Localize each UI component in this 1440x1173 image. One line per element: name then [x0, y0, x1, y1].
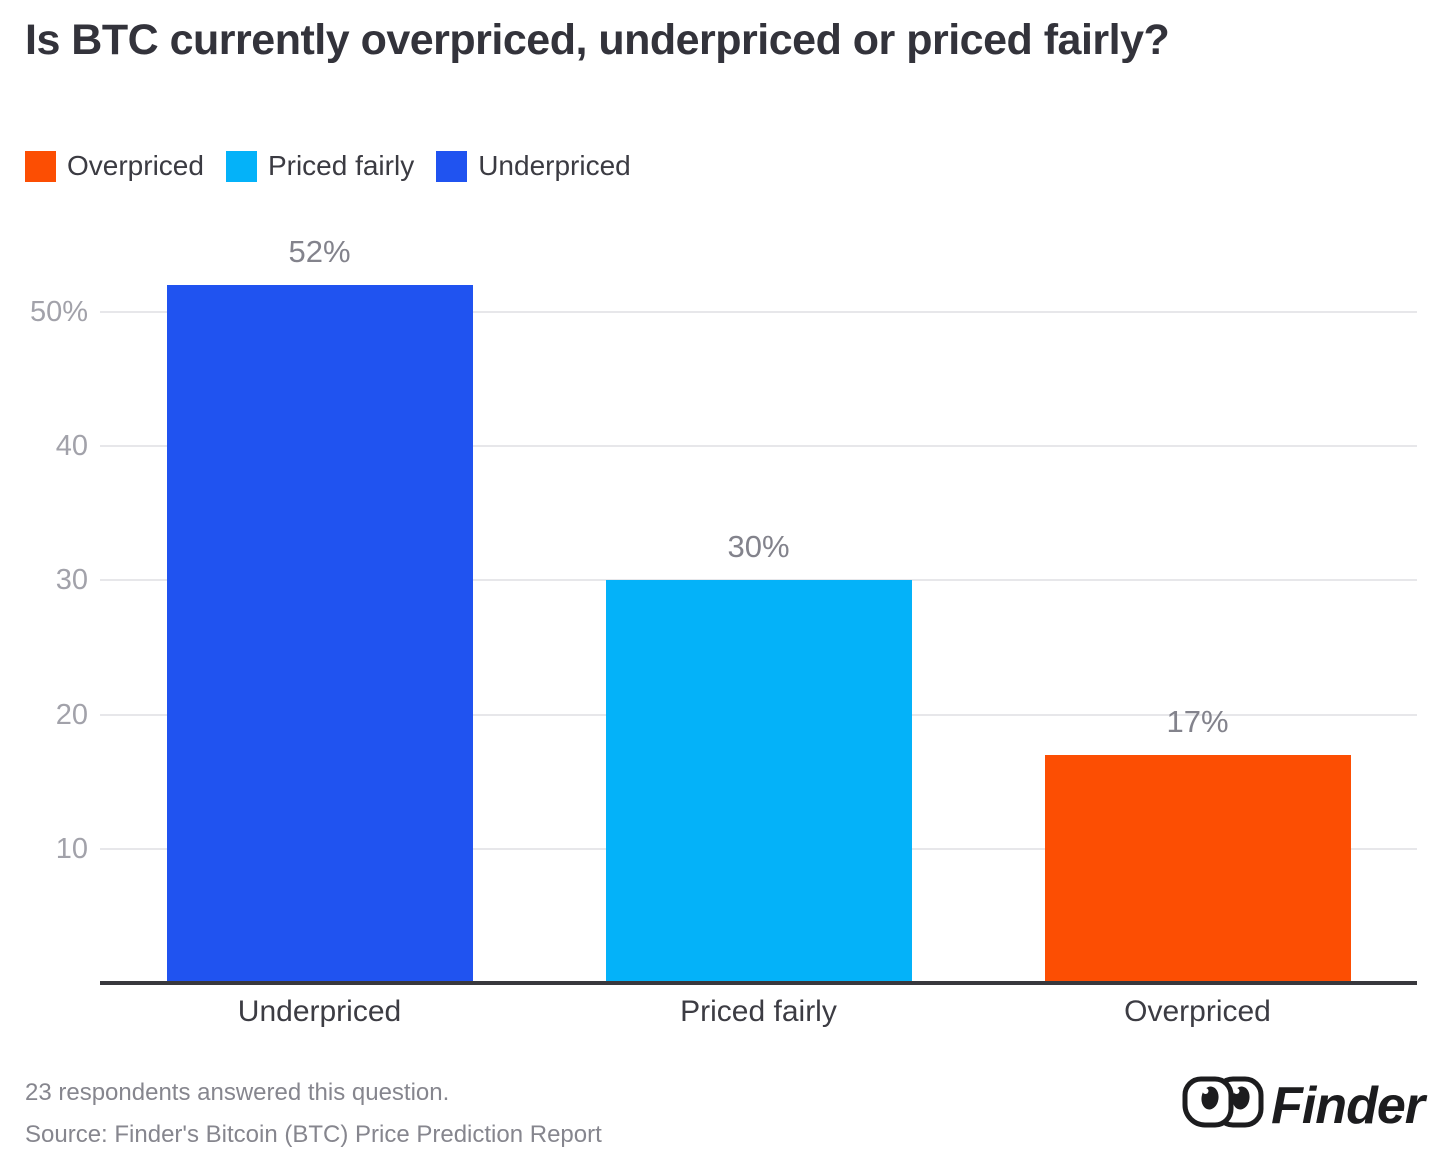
- finder-wordmark: Finder: [1271, 1076, 1425, 1135]
- legend-label: Priced fairly: [267, 150, 415, 181]
- y-tick-label-50: 50%: [29, 296, 88, 328]
- gridline-50: [100, 311, 1417, 313]
- y-tick-label-40: 40: [55, 430, 88, 463]
- legend-label: Underpriced: [478, 150, 631, 181]
- legend-swatch: [225, 150, 257, 182]
- finder-logo: Finder: [1181, 1074, 1425, 1137]
- legend-swatch: [436, 150, 468, 182]
- legend-label: Overpriced: [67, 150, 204, 181]
- x-axis-line: [100, 981, 1417, 985]
- x-tick-label-underpriced: Underpriced: [237, 995, 402, 1028]
- bar-underpriced: [166, 285, 473, 981]
- gridline-40: [100, 445, 1417, 448]
- legend-item-priced-fairly: Priced fairly: [225, 150, 415, 182]
- value-label-underpriced: 52%: [288, 234, 351, 270]
- legend-item-overpriced: Overpriced: [25, 150, 204, 182]
- legend: Overpriced Priced fairly Underpriced: [25, 150, 631, 182]
- chart-title: Is BTC currently overpriced, underpriced…: [25, 16, 1170, 64]
- bar-priced-fairly: [605, 580, 912, 981]
- x-tick-label-overpriced: Overpriced: [1124, 995, 1271, 1028]
- y-tick-label-30: 30: [55, 564, 88, 597]
- legend-swatch: [25, 150, 56, 182]
- respondents-note: 23 respondents answered this question.: [25, 1079, 450, 1106]
- value-label-priced-fairly: 30%: [727, 529, 790, 565]
- y-tick-label-20: 20: [55, 698, 88, 731]
- value-label-overpriced: 17%: [1166, 703, 1229, 739]
- finder-goggles-icon: [1181, 1074, 1265, 1137]
- source-note: Source: Finder's Bitcoin (BTC) Price Pre…: [25, 1121, 602, 1148]
- x-tick-label-priced-fairly: Priced fairly: [680, 995, 837, 1028]
- legend-item-underpriced: Underpriced: [436, 150, 631, 182]
- y-tick-label-10: 10: [55, 832, 88, 865]
- bar-overpriced: [1044, 754, 1351, 981]
